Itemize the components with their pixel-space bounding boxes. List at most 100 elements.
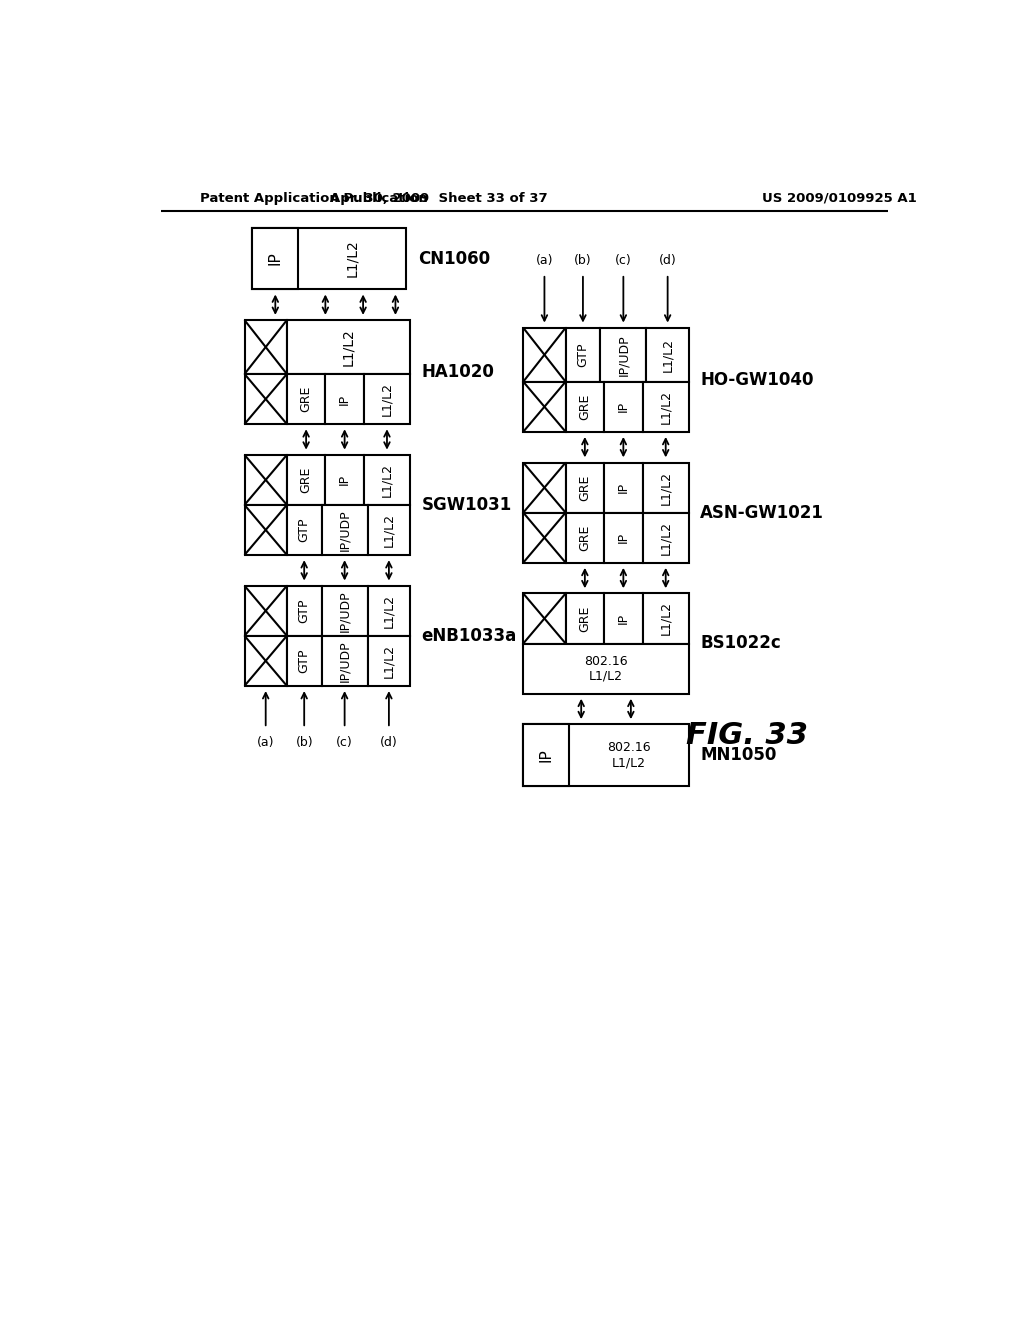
Text: US 2009/0109925 A1: US 2009/0109925 A1 <box>762 191 916 205</box>
Bar <box>565 512 604 562</box>
Bar <box>643 462 689 512</box>
Bar <box>643 594 689 644</box>
Bar <box>287 586 322 636</box>
Text: L1/L2: L1/L2 <box>382 644 395 678</box>
Bar <box>287 374 326 424</box>
Text: 802.16
L1/L2: 802.16 L1/L2 <box>585 655 628 682</box>
Text: IP: IP <box>616 401 630 412</box>
Text: L1/L2: L1/L2 <box>659 602 672 635</box>
Bar <box>368 506 410 554</box>
Bar <box>287 506 322 554</box>
Bar <box>364 455 410 506</box>
Bar <box>604 462 643 512</box>
Text: 802.16
L1/L2: 802.16 L1/L2 <box>607 741 651 770</box>
Bar <box>523 725 689 785</box>
Bar <box>245 586 287 636</box>
Bar <box>322 506 368 554</box>
Bar <box>604 381 643 432</box>
Text: HA1020: HA1020 <box>422 363 495 381</box>
Bar <box>604 594 643 644</box>
Text: L1/L2: L1/L2 <box>381 463 393 496</box>
Bar <box>643 381 689 432</box>
Text: IP: IP <box>616 482 630 494</box>
Text: HO-GW1040: HO-GW1040 <box>700 371 814 389</box>
Text: FIG. 33: FIG. 33 <box>685 722 808 750</box>
Bar <box>600 327 646 381</box>
Text: (b): (b) <box>295 735 313 748</box>
Bar <box>523 381 565 432</box>
Text: IP: IP <box>616 612 630 624</box>
Bar <box>245 374 287 424</box>
Text: GTP: GTP <box>298 517 310 543</box>
Text: IP/UDP: IP/UDP <box>338 640 351 681</box>
Text: MN1050: MN1050 <box>700 746 777 764</box>
Bar <box>523 594 565 644</box>
Text: L1/L2: L1/L2 <box>381 381 393 416</box>
Text: IP/UDP: IP/UDP <box>338 510 351 550</box>
Text: SGW1031: SGW1031 <box>422 496 512 513</box>
Bar <box>245 636 287 686</box>
Bar <box>326 374 364 424</box>
Text: GRE: GRE <box>300 385 312 412</box>
Text: L1/L2: L1/L2 <box>659 389 672 424</box>
Bar <box>523 644 689 693</box>
Bar <box>523 512 565 562</box>
Bar <box>364 374 410 424</box>
Text: IP: IP <box>338 393 351 405</box>
Text: (d): (d) <box>380 735 397 748</box>
Bar <box>287 455 326 506</box>
Text: eNB1033a: eNB1033a <box>422 627 517 644</box>
Text: CN1060: CN1060 <box>418 249 489 268</box>
Text: L1/L2: L1/L2 <box>382 594 395 628</box>
Bar <box>523 725 569 785</box>
Bar <box>565 327 600 381</box>
Text: L1/L2: L1/L2 <box>341 329 355 366</box>
Text: L1/L2: L1/L2 <box>659 470 672 504</box>
Text: GRE: GRE <box>579 393 592 420</box>
Bar <box>326 455 364 506</box>
Text: L1/L2: L1/L2 <box>345 240 359 277</box>
Text: GTP: GTP <box>577 342 590 367</box>
Bar <box>287 636 322 686</box>
Bar <box>368 586 410 636</box>
Text: L1/L2: L1/L2 <box>659 520 672 554</box>
Text: Apr. 30, 2009  Sheet 33 of 37: Apr. 30, 2009 Sheet 33 of 37 <box>330 191 548 205</box>
Text: (d): (d) <box>658 253 677 267</box>
Text: (a): (a) <box>257 735 274 748</box>
Text: (c): (c) <box>336 735 353 748</box>
Bar <box>287 321 410 374</box>
Text: IP: IP <box>338 474 351 486</box>
Text: GRE: GRE <box>300 467 312 494</box>
Bar <box>523 462 565 512</box>
Text: GRE: GRE <box>579 524 592 550</box>
Text: IP/UDP: IP/UDP <box>616 334 630 376</box>
Bar <box>245 321 287 374</box>
Text: GTP: GTP <box>298 598 310 623</box>
Text: GRE: GRE <box>579 474 592 500</box>
Text: L1/L2: L1/L2 <box>662 338 674 372</box>
Text: L1/L2: L1/L2 <box>382 513 395 546</box>
Text: ASN-GW1021: ASN-GW1021 <box>700 504 824 521</box>
Bar <box>646 327 689 381</box>
Bar <box>565 594 604 644</box>
Bar <box>322 636 368 686</box>
Bar <box>368 636 410 686</box>
Text: (c): (c) <box>615 253 632 267</box>
Text: IP: IP <box>539 748 554 762</box>
Text: IP: IP <box>616 532 630 544</box>
Text: (b): (b) <box>574 253 592 267</box>
Bar <box>523 327 565 381</box>
Bar <box>245 455 287 506</box>
Text: IP/UDP: IP/UDP <box>338 590 351 631</box>
Bar <box>322 586 368 636</box>
Text: BS1022c: BS1022c <box>700 635 781 652</box>
Bar <box>604 512 643 562</box>
Bar <box>245 506 287 554</box>
Bar <box>252 228 298 289</box>
Text: Patent Application Publication: Patent Application Publication <box>200 191 428 205</box>
Text: (a): (a) <box>536 253 553 267</box>
Bar <box>643 512 689 562</box>
Text: GTP: GTP <box>298 648 310 673</box>
Bar <box>252 228 407 289</box>
Bar <box>565 381 604 432</box>
